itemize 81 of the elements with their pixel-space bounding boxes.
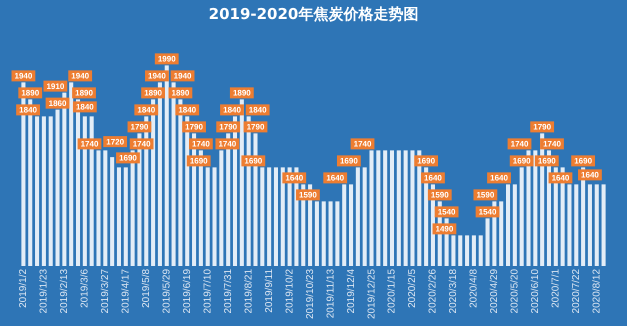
data-label: 1890 bbox=[232, 88, 252, 98]
data-label: 1640 bbox=[424, 174, 442, 183]
x-tick-label: 2019/10/2 bbox=[284, 268, 296, 314]
x-tick-label: 2019/5/8 bbox=[141, 268, 152, 308]
x-tick-label: 2019/10/23 bbox=[304, 268, 316, 320]
data-label: 1690 bbox=[574, 156, 593, 166]
x-tick-label: 2020/3/18 bbox=[448, 268, 460, 314]
data-label: 1910 bbox=[46, 82, 65, 91]
x-tick-label: 2019/1/23 bbox=[38, 268, 50, 314]
data-label: 1590 bbox=[476, 190, 495, 200]
data-label: 1740 bbox=[218, 140, 237, 149]
data-label: 1640 bbox=[326, 174, 345, 183]
x-tick-label: 2019/9/11 bbox=[264, 268, 275, 313]
data-label: 1890 bbox=[75, 88, 94, 98]
data-label: 1890 bbox=[172, 88, 190, 98]
data-label: 1690 bbox=[244, 156, 263, 166]
data-label: 1740 bbox=[354, 140, 372, 149]
data-label: 1640 bbox=[552, 174, 570, 183]
x-tick-label: 2019/2/13 bbox=[59, 268, 70, 314]
data-label: 1790 bbox=[130, 122, 149, 132]
x-tick-label: 2020/4/8 bbox=[468, 268, 480, 308]
data-label: 1840 bbox=[248, 106, 268, 115]
x-tick-label: 2020/6/10 bbox=[530, 268, 542, 314]
data-label: 1690 bbox=[119, 154, 138, 163]
x-tick-label: 2020/4/29 bbox=[489, 268, 500, 314]
data-label: 1720 bbox=[106, 137, 125, 146]
x-tick-label: 2020/5/20 bbox=[510, 268, 521, 314]
data-label: 1890 bbox=[144, 88, 163, 98]
x-tick-label: 2019/7/10 bbox=[202, 268, 214, 314]
x-tick-label: 2019/5/29 bbox=[162, 268, 172, 314]
x-tick-label: 2019/3/27 bbox=[100, 268, 112, 314]
x-tick-label: 2019/8/21 bbox=[243, 268, 254, 314]
data-label: 1940 bbox=[148, 72, 166, 81]
data-label: 1690 bbox=[340, 156, 358, 166]
data-label: 1640 bbox=[285, 174, 304, 183]
x-tick-label: 2019/12/4 bbox=[346, 268, 357, 314]
data-label: 1740 bbox=[132, 140, 152, 149]
chart-title: 2019-2020年焦炭价格走势图 bbox=[208, 4, 418, 23]
x-tick-label: 2020/2/5 bbox=[407, 268, 418, 308]
data-label: 1840 bbox=[137, 106, 156, 115]
data-label: 1790 bbox=[219, 122, 238, 132]
data-label: 1840 bbox=[223, 106, 242, 115]
data-label: 1740 bbox=[80, 140, 99, 149]
data-label: 1740 bbox=[192, 140, 210, 149]
data-label: 1940 bbox=[174, 72, 192, 81]
x-tick-label: 2019/11/13 bbox=[325, 268, 336, 318]
data-label: 1540 bbox=[438, 208, 456, 217]
x-tick-label: 2020/8/12 bbox=[592, 268, 603, 314]
data-label: 1690 bbox=[417, 156, 436, 166]
data-label: 1940 bbox=[71, 72, 90, 81]
x-tick-label: 2019/1/2 bbox=[18, 268, 30, 308]
data-label: 1840 bbox=[178, 106, 197, 115]
x-tick-label: 2019/4/17 bbox=[120, 268, 132, 314]
data-label: 1790 bbox=[533, 122, 552, 132]
data-label: 1690 bbox=[512, 156, 532, 166]
data-label: 1540 bbox=[478, 208, 497, 217]
x-tick-label: 2020/2/26 bbox=[428, 268, 439, 314]
data-label: 1490 bbox=[436, 224, 454, 234]
data-label: 1940 bbox=[14, 72, 33, 81]
data-label: 1690 bbox=[538, 156, 556, 166]
data-label: 1890 bbox=[21, 88, 40, 98]
x-tick-label: 2019/12/25 bbox=[366, 268, 378, 320]
data-label: 1590 bbox=[299, 190, 318, 200]
x-tick-label: 2019/3/6 bbox=[80, 268, 91, 308]
x-tick-label: 2019/6/19 bbox=[182, 268, 193, 314]
data-label: 1640 bbox=[581, 170, 600, 180]
data-label: 1840 bbox=[76, 102, 94, 112]
x-tick-label: 2019/7/31 bbox=[222, 268, 234, 314]
x-tick-label: 2020/7/1 bbox=[550, 268, 562, 308]
data-label: 1640 bbox=[490, 174, 508, 183]
data-label: 1740 bbox=[510, 140, 529, 149]
x-tick-label: 2020/7/22 bbox=[571, 268, 582, 314]
data-label: 1740 bbox=[543, 140, 562, 149]
x-tick-label: 2020/1/15 bbox=[386, 268, 398, 314]
data-label: 1590 bbox=[430, 190, 450, 200]
data-label: 1690 bbox=[190, 156, 208, 166]
data-label: 1790 bbox=[246, 122, 265, 132]
data-label: 1790 bbox=[185, 122, 204, 132]
data-label: 1840 bbox=[19, 106, 38, 115]
data-label: 1860 bbox=[48, 98, 67, 108]
data-label: 1990 bbox=[158, 54, 176, 64]
